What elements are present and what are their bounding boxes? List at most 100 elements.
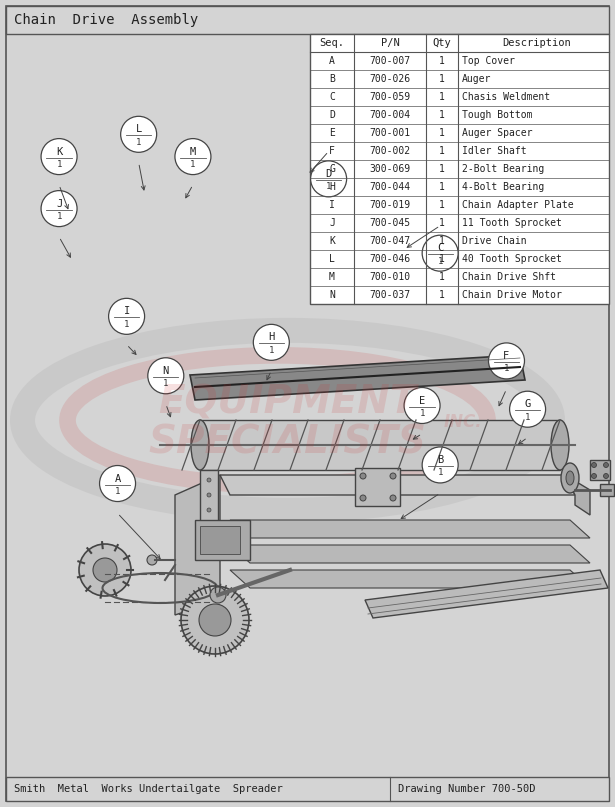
Text: 1: 1 [439,74,445,84]
Text: 1: 1 [504,365,509,374]
Circle shape [121,116,157,153]
Circle shape [592,462,597,467]
Text: SPECIALISTS: SPECIALISTS [149,424,426,462]
Text: Description: Description [502,38,571,48]
Text: INC.: INC. [443,413,482,432]
Bar [310,34,609,304]
Text: 700-026: 700-026 [370,74,411,84]
Text: I: I [124,307,130,316]
Circle shape [93,558,117,582]
Circle shape [422,447,458,483]
Circle shape [181,586,249,654]
Text: F: F [503,351,510,361]
Text: 1: 1 [439,254,445,264]
Text: A: A [329,56,335,66]
Circle shape [207,508,211,512]
Text: K: K [329,236,335,246]
Bar [200,526,240,554]
Text: 1: 1 [437,468,443,478]
Text: Qty: Qty [432,38,451,48]
Bar [590,460,610,480]
Text: 1: 1 [439,236,445,246]
Text: Idler Shaft: Idler Shaft [462,146,526,156]
Text: 1: 1 [439,272,445,282]
Text: 700-019: 700-019 [370,200,411,210]
Polygon shape [175,475,220,615]
Circle shape [41,139,77,174]
Polygon shape [230,520,590,538]
Text: 2-Bolt Bearing: 2-Bolt Bearing [462,164,544,174]
Text: 700-044: 700-044 [370,182,411,192]
Circle shape [100,466,135,501]
Text: M: M [329,272,335,282]
Text: 700-002: 700-002 [370,146,411,156]
Text: Drive Chain: Drive Chain [462,236,526,246]
Text: H: H [268,332,274,342]
Text: B: B [329,74,335,84]
Bar [195,520,250,560]
Circle shape [592,474,597,479]
Circle shape [360,495,366,501]
Text: 1: 1 [439,218,445,228]
Text: 700-045: 700-045 [370,218,411,228]
Text: 700-046: 700-046 [370,254,411,264]
Circle shape [147,555,157,565]
Circle shape [390,495,396,501]
Ellipse shape [191,420,209,470]
Text: Chain  Drive  Assembly: Chain Drive Assembly [14,13,198,27]
Text: Smith  Metal  Works Undertailgate  Spreader: Smith Metal Works Undertailgate Spreader [14,784,283,794]
Circle shape [199,604,231,636]
Text: 1: 1 [57,212,62,221]
Text: 1: 1 [269,346,274,355]
Circle shape [360,473,366,479]
Circle shape [311,161,347,197]
Circle shape [148,358,184,394]
Text: 300-069: 300-069 [370,164,411,174]
Circle shape [488,343,525,379]
Text: I: I [329,200,335,210]
Circle shape [79,544,131,596]
Text: 1: 1 [163,379,169,388]
Text: 1: 1 [439,200,445,210]
Text: 1: 1 [439,56,445,66]
Text: D: D [329,110,335,120]
Text: E: E [419,395,425,405]
Text: 1: 1 [525,412,530,422]
Text: Top Cover: Top Cover [462,56,515,66]
Bar [200,420,560,470]
Bar [6,777,609,801]
Circle shape [210,587,226,603]
Text: Chain Drive Shft: Chain Drive Shft [462,272,556,282]
Text: 1: 1 [57,160,62,169]
Text: 1: 1 [439,164,445,174]
Circle shape [41,190,77,227]
Text: 700-059: 700-059 [370,92,411,102]
Text: C: C [329,92,335,102]
Circle shape [109,299,145,334]
Text: L: L [135,124,142,134]
Text: K: K [56,147,62,157]
Bar [6,6,609,34]
Text: 1: 1 [190,160,196,169]
Text: B: B [437,455,443,465]
Text: Chasis Weldment: Chasis Weldment [462,92,550,102]
Text: 1: 1 [439,110,445,120]
Text: F: F [329,146,335,156]
Text: 700-037: 700-037 [370,290,411,300]
Text: Auger Spacer: Auger Spacer [462,128,533,138]
Text: 1: 1 [115,487,121,496]
Text: 4-Bolt Bearing: 4-Bolt Bearing [462,182,544,192]
Text: G: G [329,164,335,174]
Text: Auger: Auger [462,74,491,84]
Polygon shape [230,570,590,588]
Text: Chain Drive Motor: Chain Drive Motor [462,290,562,300]
Text: 1: 1 [326,182,331,191]
Text: N: N [163,366,169,376]
Ellipse shape [566,471,574,485]
Text: Drawing Number 700-50D: Drawing Number 700-50D [398,784,536,794]
Polygon shape [565,475,590,515]
Text: L: L [329,254,335,264]
Circle shape [390,473,396,479]
Text: 700-001: 700-001 [370,128,411,138]
Circle shape [603,474,608,479]
